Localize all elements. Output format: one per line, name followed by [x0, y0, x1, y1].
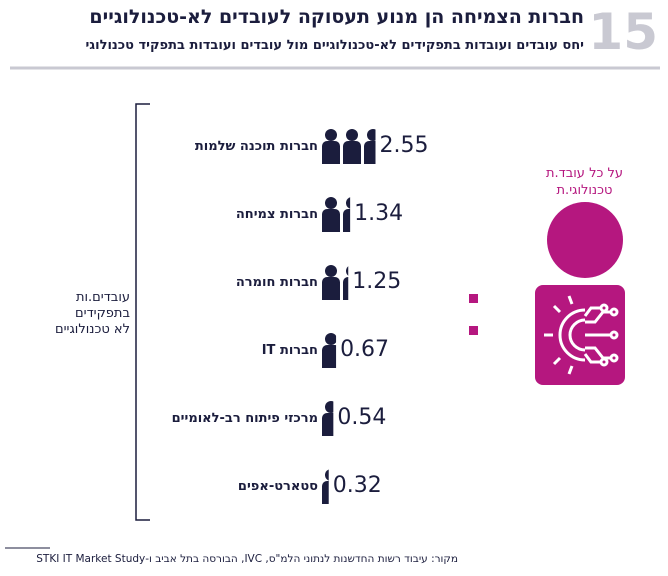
person-body — [343, 277, 349, 300]
chart-number: 15 — [588, 3, 658, 61]
source: מקור: עיבוד רשות החדשנות לנתוני הלמ"ס, I… — [36, 553, 458, 565]
left-label-line: עובדים.ות — [75, 290, 130, 305]
person-body — [343, 141, 361, 164]
person-head — [325, 333, 337, 345]
person-body — [364, 141, 376, 164]
person-head — [325, 401, 334, 413]
category-label: חברות חומרה — [235, 275, 318, 290]
person-body — [322, 413, 334, 436]
value-label: 0.67 — [340, 337, 390, 362]
category-label: מרכזי פיתוח רב-לאומיים — [171, 411, 318, 426]
person-head — [325, 265, 337, 277]
pictogram — [322, 265, 349, 300]
right-label-line: על כל עובד.ת — [545, 166, 623, 181]
dot — [469, 294, 478, 303]
category-label: סטארט-אפים — [237, 479, 318, 494]
person-body — [322, 277, 340, 300]
category-label: חברות צמיחה — [235, 207, 318, 222]
person-body — [322, 481, 329, 504]
gear — [544, 295, 619, 375]
category-label: חברות IT — [261, 343, 318, 358]
value-label: 0.32 — [332, 473, 382, 498]
right-label-line: טכנולוגי.ת — [556, 183, 613, 198]
person-body — [343, 209, 351, 232]
dot — [469, 326, 478, 335]
person-head — [346, 266, 349, 276]
person-head — [346, 197, 351, 209]
person-head — [325, 129, 337, 141]
left-label-line: לא טכנולוגיים — [55, 322, 130, 337]
chart-title: חברות הצמיחה הן מנוע תעסוקה לעובדים לא-ט… — [89, 6, 584, 28]
bracket — [135, 103, 150, 521]
person-head — [346, 129, 358, 141]
tech-worker-icon — [469, 202, 625, 385]
head — [547, 202, 623, 278]
value-label: 0.54 — [337, 405, 387, 430]
pictogram — [322, 401, 334, 436]
person-head — [367, 129, 376, 141]
value-label: 1.25 — [352, 269, 402, 294]
value-label: 1.34 — [354, 201, 404, 226]
right-label: על כל עובד.ת טכנולוגי.ת — [546, 165, 623, 199]
pictogram — [322, 129, 376, 164]
person-body — [322, 141, 340, 164]
category-label: חברות תוכנה שלמות — [194, 139, 318, 154]
pictogram — [322, 197, 351, 232]
pictogram — [322, 469, 329, 504]
chart-subtitle: יחס עובדים ועובדות בתפקידים לא-טכנולוגיי… — [85, 38, 584, 53]
person-head — [325, 197, 337, 209]
value-label: 2.55 — [379, 133, 429, 158]
person-body — [322, 345, 337, 368]
person-body — [322, 209, 340, 232]
left-label: עובדים.ות בתפקידים לא טכנולוגיים — [55, 290, 130, 338]
pictogram — [322, 333, 337, 368]
person-head — [325, 469, 329, 481]
left-label-line: בתפקידים — [75, 306, 130, 321]
